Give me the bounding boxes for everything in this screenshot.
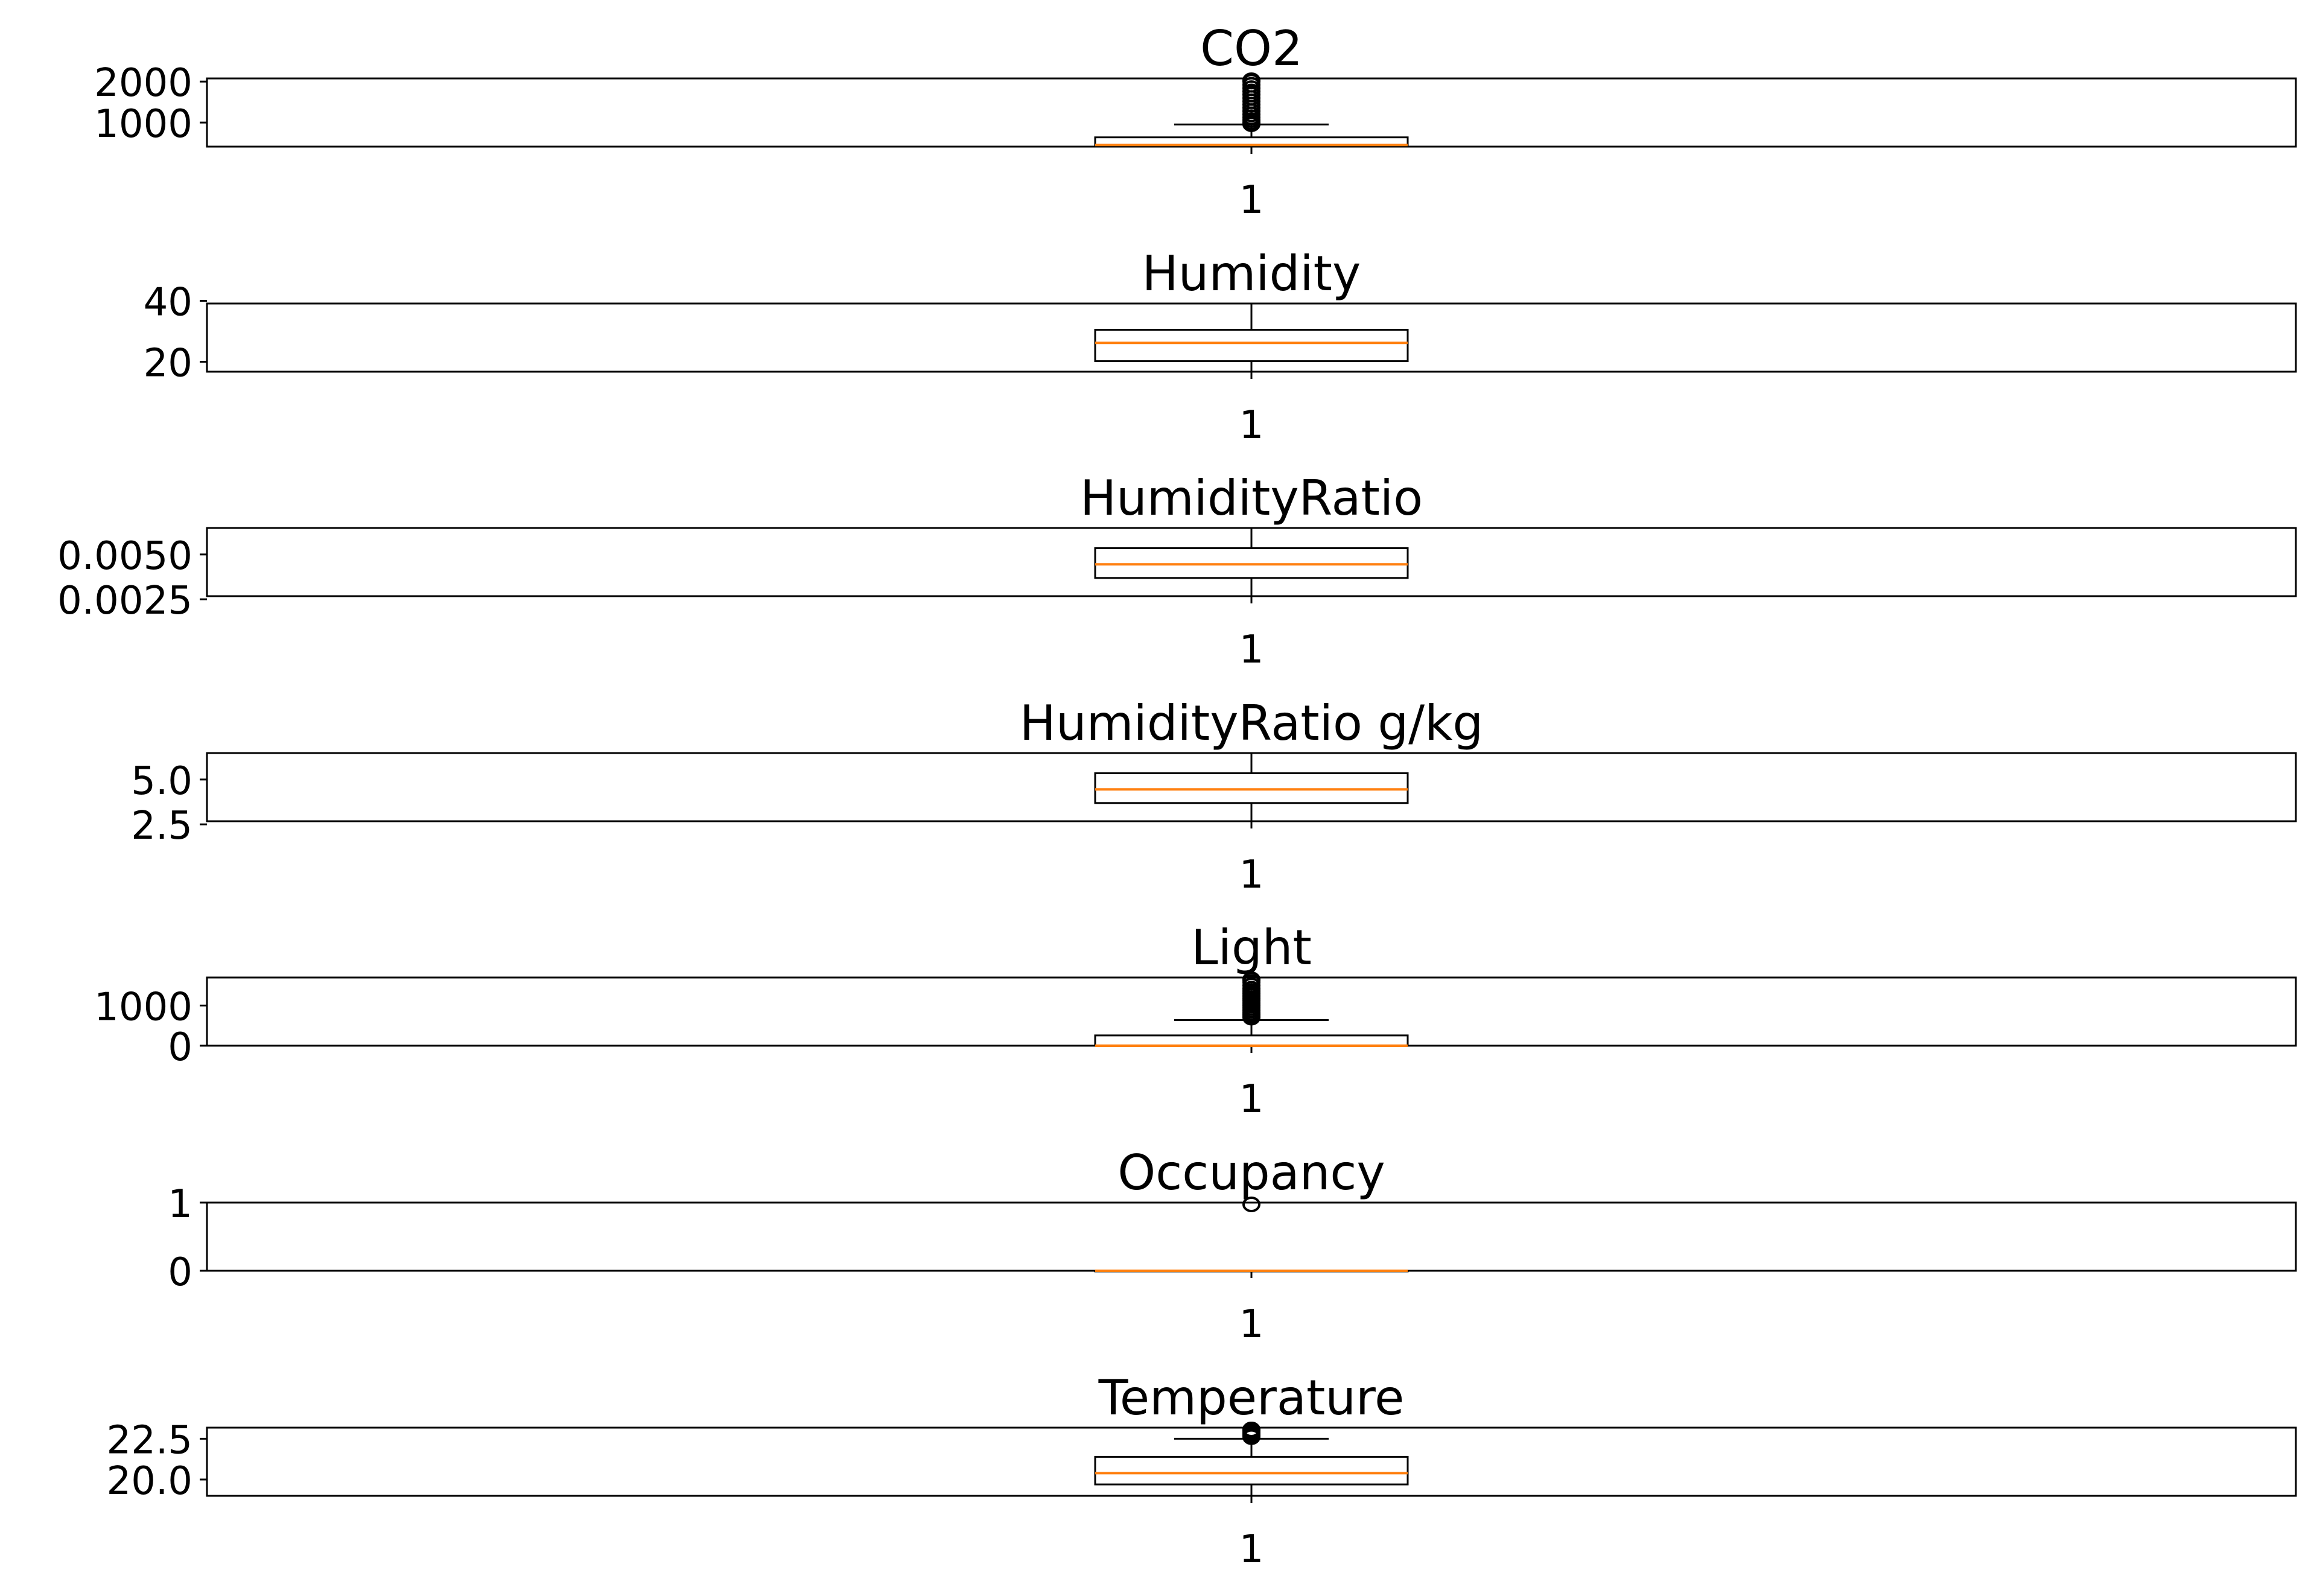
y-tick-label: 1000 — [94, 102, 192, 147]
y-tick-label: 1 — [168, 1182, 192, 1227]
box — [1094, 1034, 1409, 1047]
y-tick-label: 40 — [144, 281, 192, 325]
outlier-point — [1242, 1422, 1260, 1437]
subplot-title: Temperature — [1098, 1370, 1405, 1426]
y-tick-label: 2.5 — [131, 804, 192, 848]
subplot-title: Humidity — [1142, 246, 1361, 302]
box — [1094, 1455, 1409, 1486]
subplot-occupancy: Occupancy 0 1 1 — [168, 1145, 2297, 1347]
y-tick-label: 2000 — [94, 61, 192, 106]
y-tick-label: 1000 — [94, 985, 192, 1029]
subplot-title: Occupancy — [1117, 1145, 1385, 1201]
x-tick-label: 1 — [1239, 1302, 1264, 1347]
subplot-title: Light — [1191, 920, 1312, 976]
outlier-point — [1242, 72, 1260, 88]
outlier-point — [1242, 1197, 1260, 1212]
subplot-title: HumidityRatio — [1080, 470, 1423, 526]
box — [1094, 772, 1409, 804]
x-tick-label: 1 — [1239, 178, 1264, 223]
x-tick-label: 1 — [1239, 628, 1264, 672]
subplot-humidity: Humidity 20 40 1 — [144, 246, 2297, 448]
outlier-point — [1242, 971, 1260, 987]
y-tick-label: 20 — [144, 342, 192, 386]
y-tick-label: 20.0 — [107, 1459, 193, 1504]
y-tick-label: 0 — [168, 1025, 192, 1070]
x-tick-label: 1 — [1239, 403, 1264, 448]
y-tick-label: 0 — [168, 1250, 192, 1295]
box — [1094, 329, 1409, 363]
y-tick-label: 0.0025 — [57, 579, 192, 623]
subplot-temperature: Temperature 20.022.5 1 — [107, 1370, 2297, 1572]
y-tick-label: 5.0 — [131, 759, 192, 804]
y-tick-label: 22.5 — [107, 1418, 193, 1463]
subplot-humidityratio-g-kg: HumidityRatio g/kg 2.55.0 1 — [131, 695, 2297, 897]
subplot-title: CO2 — [1200, 21, 1303, 77]
axes-frame — [206, 1201, 2297, 1272]
x-tick-label: 1 — [1239, 853, 1264, 897]
x-tick-label: 1 — [1239, 1077, 1264, 1122]
box — [1094, 547, 1409, 579]
x-tick-label: 1 — [1239, 1527, 1264, 1572]
subplot-title: HumidityRatio g/kg — [1020, 695, 1483, 751]
y-tick-label: 0.0050 — [57, 534, 192, 579]
